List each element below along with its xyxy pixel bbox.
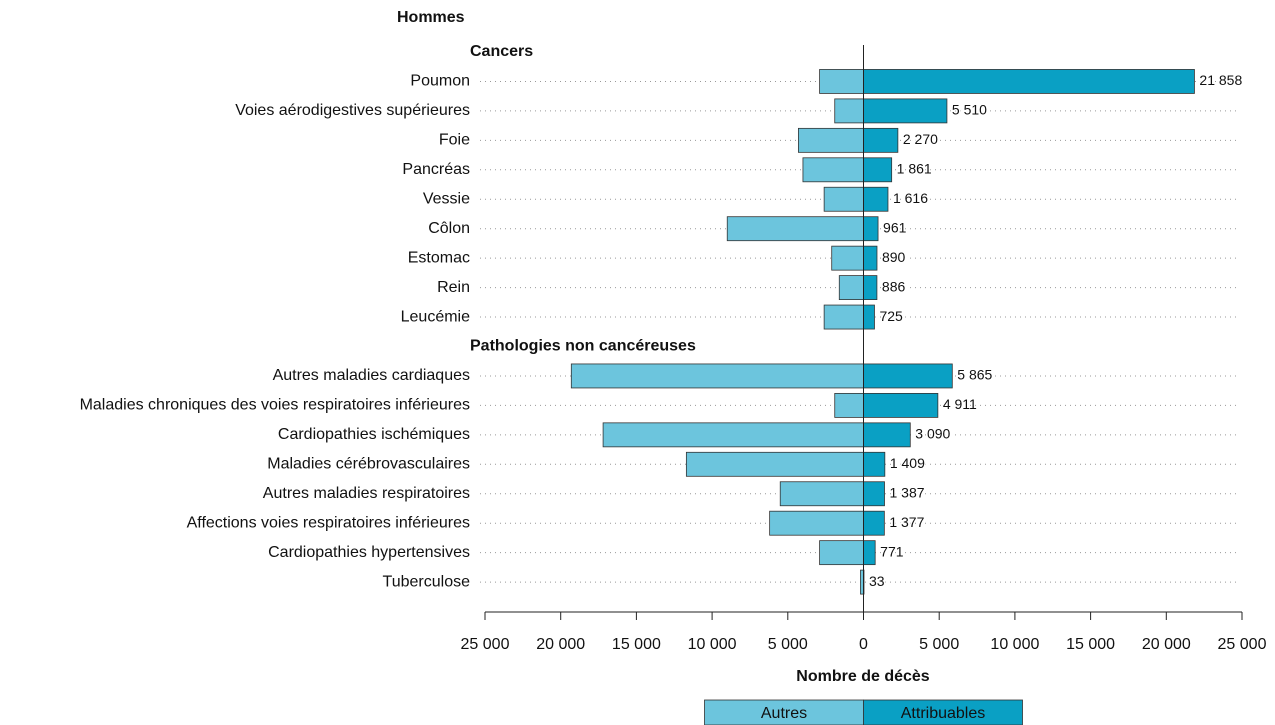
chart-title: Hommes — [397, 9, 465, 26]
value-label: 1 861 — [897, 161, 932, 177]
bar — [769, 510, 864, 536]
x-tick-label: 20 000 — [536, 636, 585, 653]
value-label: 886 — [882, 278, 906, 294]
legend-swatch — [704, 699, 864, 725]
bar — [838, 275, 864, 301]
group-heading: Cancers — [470, 43, 533, 60]
bar — [863, 510, 885, 536]
x-tick-label: 0 — [859, 636, 868, 653]
value-label: 890 — [882, 249, 906, 265]
category-label: Maladies cérébrovasculaires — [267, 456, 470, 473]
bar — [863, 481, 885, 507]
value-label: 2 270 — [903, 131, 938, 147]
x-tick-label: 5 000 — [919, 636, 959, 653]
bar — [863, 186, 889, 212]
bar — [863, 216, 879, 242]
x-tick-label: 10 000 — [990, 636, 1039, 653]
category-label: Estomac — [408, 249, 470, 266]
category-label: Foie — [439, 132, 470, 149]
value-label: 21 858 — [1199, 72, 1242, 88]
category-label: Pancréas — [402, 161, 470, 178]
category-label: Affections voies respiratoires inférieur… — [187, 514, 470, 531]
legend-swatch — [863, 699, 1023, 725]
bar — [834, 98, 864, 124]
bar — [834, 392, 864, 418]
bar — [863, 275, 878, 301]
category-label: Voies aérodigestives supérieures — [235, 102, 470, 119]
legend-label: Autres — [761, 705, 807, 722]
bar — [863, 157, 893, 183]
x-tick-label: 25 000 — [461, 636, 510, 653]
x-tick-label: 25 000 — [1218, 636, 1267, 653]
bar — [726, 216, 864, 242]
value-label: 33 — [869, 573, 885, 589]
category-label: Autres maladies cardiaques — [273, 367, 470, 384]
x-tick-label: 20 000 — [1142, 636, 1191, 653]
category-label: Vessie — [423, 190, 470, 207]
bar — [831, 245, 864, 271]
group-heading: Pathologies non cancéreuses — [470, 338, 696, 355]
category-label: Tuberculose — [383, 573, 471, 590]
bar — [819, 540, 864, 566]
value-label: 1 409 — [890, 455, 925, 471]
bar — [863, 451, 886, 477]
category-label: Cardiopathies hypertensives — [268, 544, 470, 561]
bar — [863, 304, 875, 330]
bar — [863, 98, 948, 124]
bar — [823, 304, 864, 330]
value-label: 4 911 — [943, 396, 977, 412]
category-label: Cardiopathies ischémiques — [278, 426, 470, 443]
bar — [863, 363, 953, 389]
category-label: Rein — [437, 279, 470, 296]
bar — [685, 451, 864, 477]
x-tick-label: 10 000 — [688, 636, 737, 653]
bar — [863, 127, 899, 153]
bar — [863, 422, 911, 448]
bar — [863, 69, 1195, 94]
bar — [797, 127, 864, 153]
category-label: Maladies chroniques des voies respiratoi… — [80, 397, 470, 414]
value-label: 5 510 — [952, 102, 987, 118]
bar — [802, 157, 864, 183]
x-axis-label: Nombre de décès — [796, 668, 929, 685]
value-label: 961 — [883, 219, 907, 235]
value-label: 725 — [879, 308, 903, 324]
value-label: 3 090 — [915, 426, 950, 442]
category-label: Autres maladies respiratoires — [263, 485, 470, 502]
bar — [570, 363, 864, 389]
bar — [863, 392, 939, 418]
value-label: 5 865 — [957, 367, 992, 383]
category-label: Côlon — [428, 220, 470, 237]
value-label: 771 — [880, 543, 904, 559]
x-tick-label: 15 000 — [1066, 636, 1115, 653]
bar — [823, 186, 864, 212]
bar — [863, 245, 878, 271]
value-label: 1 616 — [893, 190, 928, 206]
category-label: Poumon — [410, 73, 470, 90]
value-label: 1 377 — [889, 514, 924, 530]
bar — [819, 69, 864, 94]
legend-label: Attribuables — [901, 705, 986, 722]
value-label: 1 387 — [889, 484, 924, 500]
category-label: Leucémie — [401, 308, 470, 325]
x-tick-label: 15 000 — [612, 636, 661, 653]
x-tick-label: 5 000 — [768, 636, 808, 653]
bar — [602, 422, 864, 448]
bar — [779, 481, 864, 507]
bar — [863, 540, 876, 566]
